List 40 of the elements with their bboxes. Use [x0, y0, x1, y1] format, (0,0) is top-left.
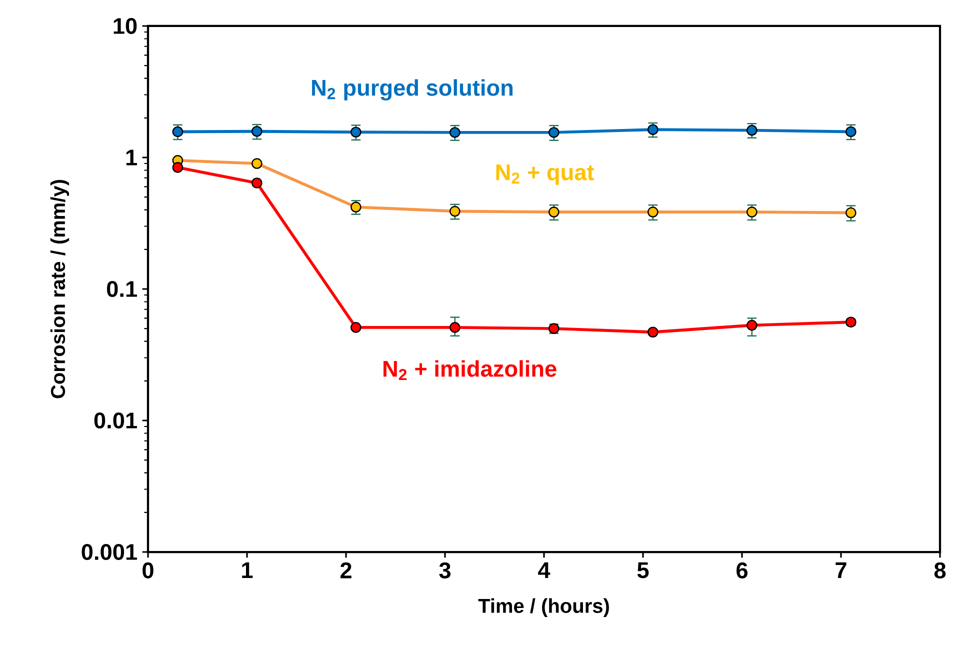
point: [350, 126, 362, 138]
x-axis-title: Time / (hours): [478, 598, 609, 617]
point: [350, 202, 362, 212]
point: [746, 124, 758, 136]
point: [846, 207, 856, 218]
point: [746, 206, 758, 218]
point: [450, 206, 460, 217]
x-tick-label: 8: [934, 562, 946, 578]
x-tick-label: 2: [340, 562, 352, 578]
y-tick-label: 0.001: [82, 544, 137, 560]
point: [648, 326, 658, 338]
y-tick-label: 1: [126, 150, 137, 166]
point: [648, 206, 658, 218]
point: [350, 322, 362, 333]
point: [450, 127, 460, 138]
point: [252, 158, 262, 169]
x-tick-label: 7: [836, 562, 846, 578]
series-label: N$_{2}$ + quat: [496, 164, 594, 185]
x-tick-label: 6: [736, 562, 748, 578]
y-tick-label: 0.1: [106, 280, 137, 298]
y-tick-label: 0.01: [94, 412, 137, 429]
point: [846, 126, 856, 138]
series-label: N$_{2}$ purged solution: [312, 79, 513, 100]
point: [746, 320, 758, 331]
y-axis-title: Corrosion rate / (mm/y): [50, 180, 70, 398]
x-tick-label: 4: [538, 562, 550, 578]
point: [172, 162, 184, 173]
x-tick-label: 0: [142, 562, 154, 578]
point: [252, 126, 262, 137]
point: [548, 127, 560, 138]
y-tick-label: 10: [114, 18, 137, 34]
point: [252, 178, 262, 188]
point: [450, 322, 460, 333]
x-tick-label: 5: [637, 562, 649, 578]
point: [548, 206, 560, 218]
x-tick-label: 3: [439, 562, 450, 578]
x-tick-label: 1: [242, 562, 253, 578]
series-label: N$_{2}$ + imidazoline: [384, 360, 556, 380]
point: [648, 124, 658, 135]
point: [172, 126, 184, 138]
